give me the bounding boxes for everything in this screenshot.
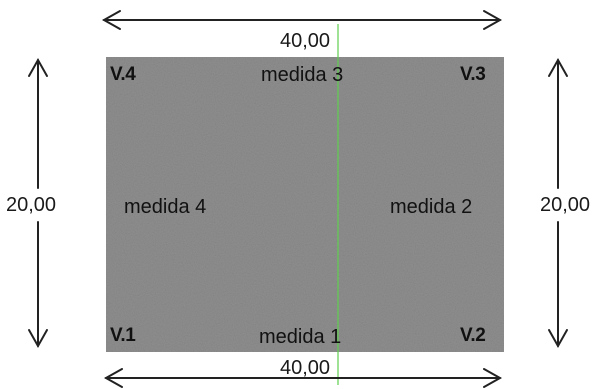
right-dimension-arrow bbox=[548, 57, 568, 349]
bottom-dimension-label: 40,00 bbox=[280, 357, 331, 379]
vertex-label-v3: V.3 bbox=[460, 64, 486, 85]
measure-label-2: medida 2 bbox=[390, 196, 473, 218]
measure-label-1: medida 1 bbox=[259, 326, 342, 348]
vertex-label-v2: V.2 bbox=[460, 325, 486, 346]
measure-label-4: medida 4 bbox=[124, 196, 207, 218]
bottom-dimension-arrow bbox=[103, 368, 503, 388]
vertex-label-v1: V.1 bbox=[110, 325, 136, 346]
right-dimension-label: 20,00 bbox=[540, 194, 591, 216]
left-dimension-label: 20,00 bbox=[6, 194, 57, 216]
top-dimension-label: 40,00 bbox=[280, 30, 331, 52]
measure-label-3: medida 3 bbox=[261, 64, 344, 86]
left-dimension-arrow bbox=[28, 57, 48, 349]
field-rectangle bbox=[106, 57, 504, 352]
top-dimension-arrow bbox=[101, 10, 503, 30]
vertex-label-v4: V.4 bbox=[110, 64, 136, 85]
